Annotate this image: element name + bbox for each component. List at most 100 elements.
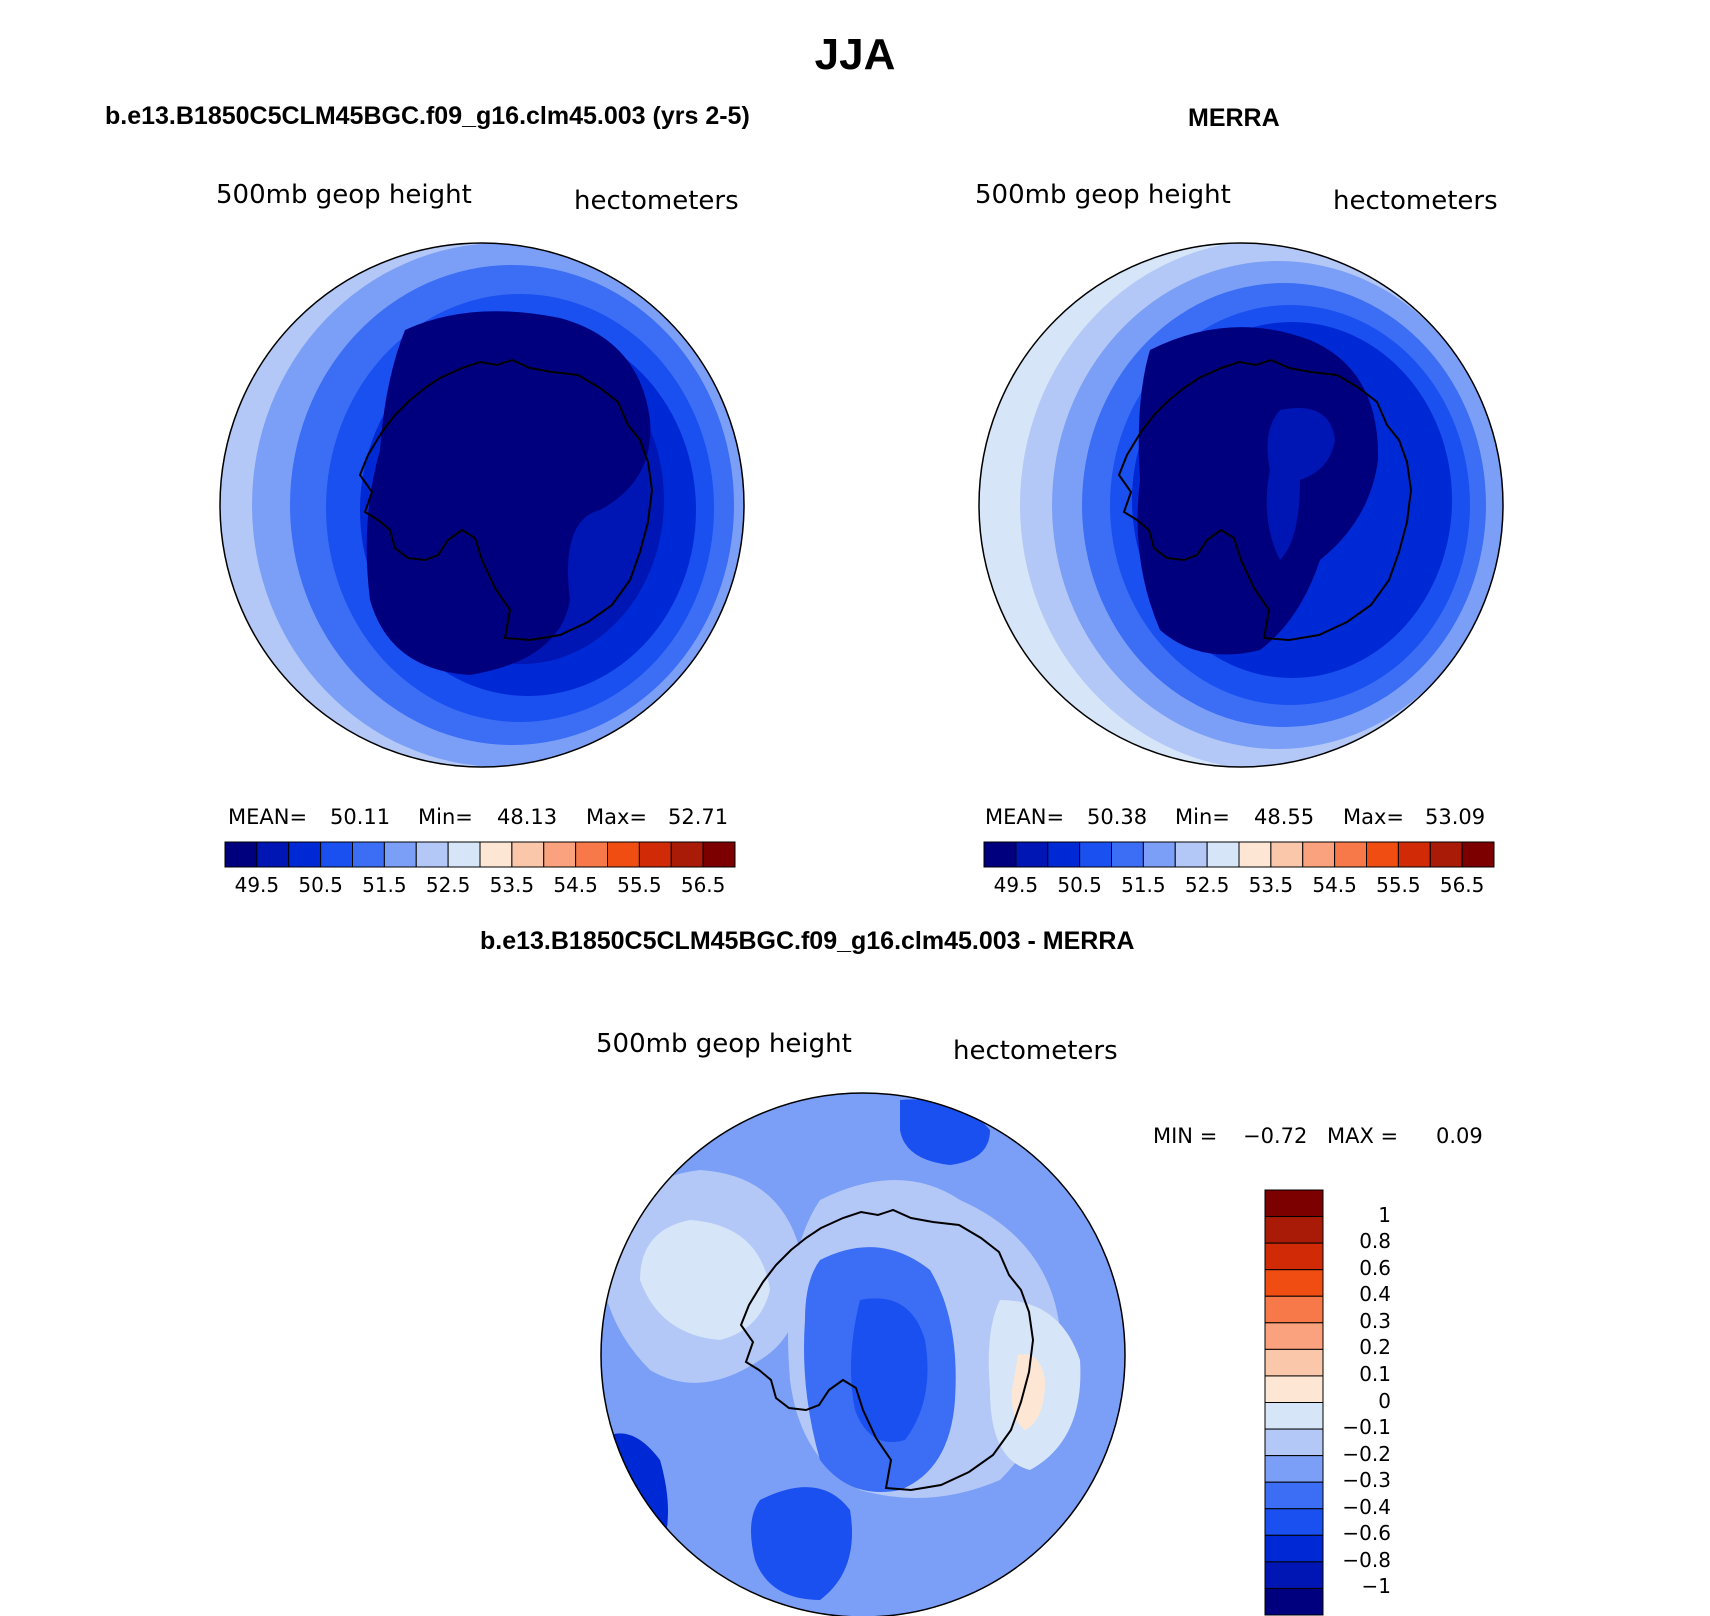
model-colorbar-swatch — [447, 841, 481, 868]
obs-units-label: hectometers — [1333, 186, 1498, 216]
obs-min-label: Min= — [1175, 805, 1230, 829]
obs-colorbar-tick-label: 53.5 — [1248, 873, 1294, 897]
obs-core — [1137, 327, 1379, 655]
model-mean-label: MEAN= — [228, 805, 308, 829]
model-colorbar-swatch — [383, 841, 417, 868]
diff-colorbar-tick-label: 0.3 — [1359, 1308, 1391, 1333]
obs-colorbar-swatch — [1334, 841, 1367, 868]
diff-colorbar-tick-label: −1 — [1361, 1574, 1391, 1599]
model-colorbar-swatch — [638, 841, 672, 868]
main-title: JJA — [814, 30, 896, 79]
diff-colorbar-tick-label: −0.2 — [1342, 1441, 1391, 1466]
model-colorbar-swatch — [256, 841, 290, 868]
model-core — [366, 311, 651, 675]
model-colorbar-swatch — [607, 841, 640, 868]
diff-colorbar — [1264, 1189, 1324, 1616]
diff-colorbar-tick-label: 0.6 — [1359, 1255, 1391, 1280]
model-colorbar-swatch — [543, 841, 577, 868]
model-colorbar-tick-label: 49.5 — [234, 873, 280, 897]
model-colorbar-swatch — [479, 841, 513, 868]
model-colorbar-tick-label: 50.5 — [298, 873, 343, 897]
obs-mean-value: 50.38 — [1087, 805, 1148, 829]
obs-colorbar-swatch — [1174, 841, 1208, 868]
diff-dark-region-n — [900, 1099, 990, 1165]
obs-min-value: 48.55 — [1254, 805, 1315, 829]
model-mean-value: 50.11 — [330, 805, 391, 829]
model-coastline — [358, 358, 654, 642]
diff-colorbar-tick-label: 0 — [1378, 1388, 1391, 1413]
model-colorbar-swatch — [670, 841, 704, 868]
obs-max-value: 53.09 — [1425, 805, 1486, 829]
obs-variable-label: 500mb geop height — [975, 180, 1231, 210]
model-colorbar-tick-label: 54.5 — [553, 873, 598, 897]
diff-colorbar-tick-label: −0.1 — [1342, 1415, 1391, 1440]
obs-colorbar-tick-label: 54.5 — [1312, 873, 1357, 897]
obs-colorbar-swatch — [1206, 841, 1240, 868]
obs-colorbar-tick-label: 56.5 — [1439, 873, 1485, 897]
obs-coastline — [1117, 358, 1413, 642]
diff-colorbar-swatch — [1264, 1216, 1324, 1244]
diff-colorbar-tick-label: −0.6 — [1342, 1521, 1391, 1546]
obs-colorbar-swatch — [1302, 841, 1336, 868]
model-max-label: Max= — [586, 805, 648, 829]
obs-colorbar-swatch — [1015, 841, 1049, 868]
obs-colorbar-swatch — [1142, 841, 1176, 868]
diff-colorbar-swatch — [1264, 1402, 1324, 1430]
obs-polar-map — [979, 243, 1503, 767]
obs-core-lobe — [1266, 408, 1335, 560]
model-variable-label: 500mb geop height — [216, 180, 472, 210]
diff-min-value: −0.72 — [1243, 1124, 1308, 1148]
diff-max-value: 0.09 — [1436, 1124, 1483, 1148]
diff-colorbar-tick-label: −0.4 — [1342, 1494, 1391, 1519]
obs-colorbar-tick-label: 55.5 — [1376, 873, 1421, 897]
diff-pale-region-w — [640, 1220, 770, 1340]
model-colorbar-swatch — [575, 841, 608, 868]
obs-mean-label: MEAN= — [985, 805, 1065, 829]
model-polar-map — [220, 243, 744, 767]
model-units-label: hectometers — [574, 186, 739, 216]
model-colorbar-swatch — [511, 841, 545, 868]
diff-min-label: MIN = — [1153, 1124, 1218, 1148]
model-colorbar-swatch — [288, 841, 322, 868]
model-map-border — [219, 242, 745, 768]
diff-colorbar-swatch — [1264, 1375, 1324, 1403]
obs-colorbar-swatch — [983, 841, 1017, 868]
diff-colorbar-tick-label: 0.2 — [1359, 1335, 1391, 1360]
diff-colorbar-swatch — [1264, 1428, 1324, 1457]
model-min-value: 48.13 — [497, 805, 558, 829]
diff-units-label: hectometers — [953, 1036, 1118, 1066]
model-colorbar-tick-label: 55.5 — [617, 873, 662, 897]
diff-colorbar-tick-label: 0.1 — [1359, 1361, 1391, 1386]
obs-colorbar-swatch — [1238, 841, 1272, 868]
model-max-value: 52.71 — [668, 805, 729, 829]
diff-variable-label: 500mb geop height — [596, 1029, 852, 1059]
model-colorbar-tick-label: 51.5 — [362, 873, 407, 897]
diff-colorbar-swatch — [1264, 1322, 1324, 1350]
diff-map-border — [600, 1092, 1126, 1616]
model-colorbar-swatch — [352, 841, 385, 868]
diff-panel-title: b.e13.B1850C5CLM45BGC.f09_g16.clm45.003 … — [480, 927, 1135, 955]
obs-colorbar-swatch — [1461, 841, 1495, 868]
diff-colorbar-tick-label: −0.3 — [1342, 1468, 1391, 1493]
model-colorbar-swatch — [224, 841, 258, 868]
obs-colorbar-tick-label: 49.5 — [993, 873, 1039, 897]
diff-colorbar-swatch — [1264, 1295, 1324, 1324]
diff-colorbar-tick-label: 0.4 — [1359, 1282, 1391, 1307]
diff-dark-region-s — [751, 1487, 852, 1600]
diff-coastline — [739, 1208, 1035, 1492]
diff-colorbar-swatch — [1264, 1534, 1324, 1563]
diff-colorbar-swatch — [1264, 1587, 1324, 1616]
diff-max-label: MAX = — [1327, 1124, 1399, 1148]
model-panel-title: b.e13.B1850C5CLM45BGC.f09_g16.clm45.003 … — [105, 102, 750, 130]
obs-map-border — [978, 242, 1504, 768]
obs-colorbar-swatch — [1270, 841, 1304, 868]
diff-colorbar-tick-label: 0.8 — [1359, 1229, 1391, 1254]
diff-colorbar-swatch — [1264, 1508, 1324, 1536]
diff-colorbar-swatch — [1264, 1561, 1324, 1589]
diff-positive-region — [1011, 1354, 1045, 1430]
model-colorbar-swatch — [320, 841, 353, 868]
obs-colorbar-swatch — [1397, 841, 1431, 868]
obs-colorbar-tick-label: 52.5 — [1184, 873, 1230, 897]
diff-colorbar-tick-label: −0.8 — [1342, 1547, 1391, 1572]
obs-colorbar — [983, 841, 1495, 868]
